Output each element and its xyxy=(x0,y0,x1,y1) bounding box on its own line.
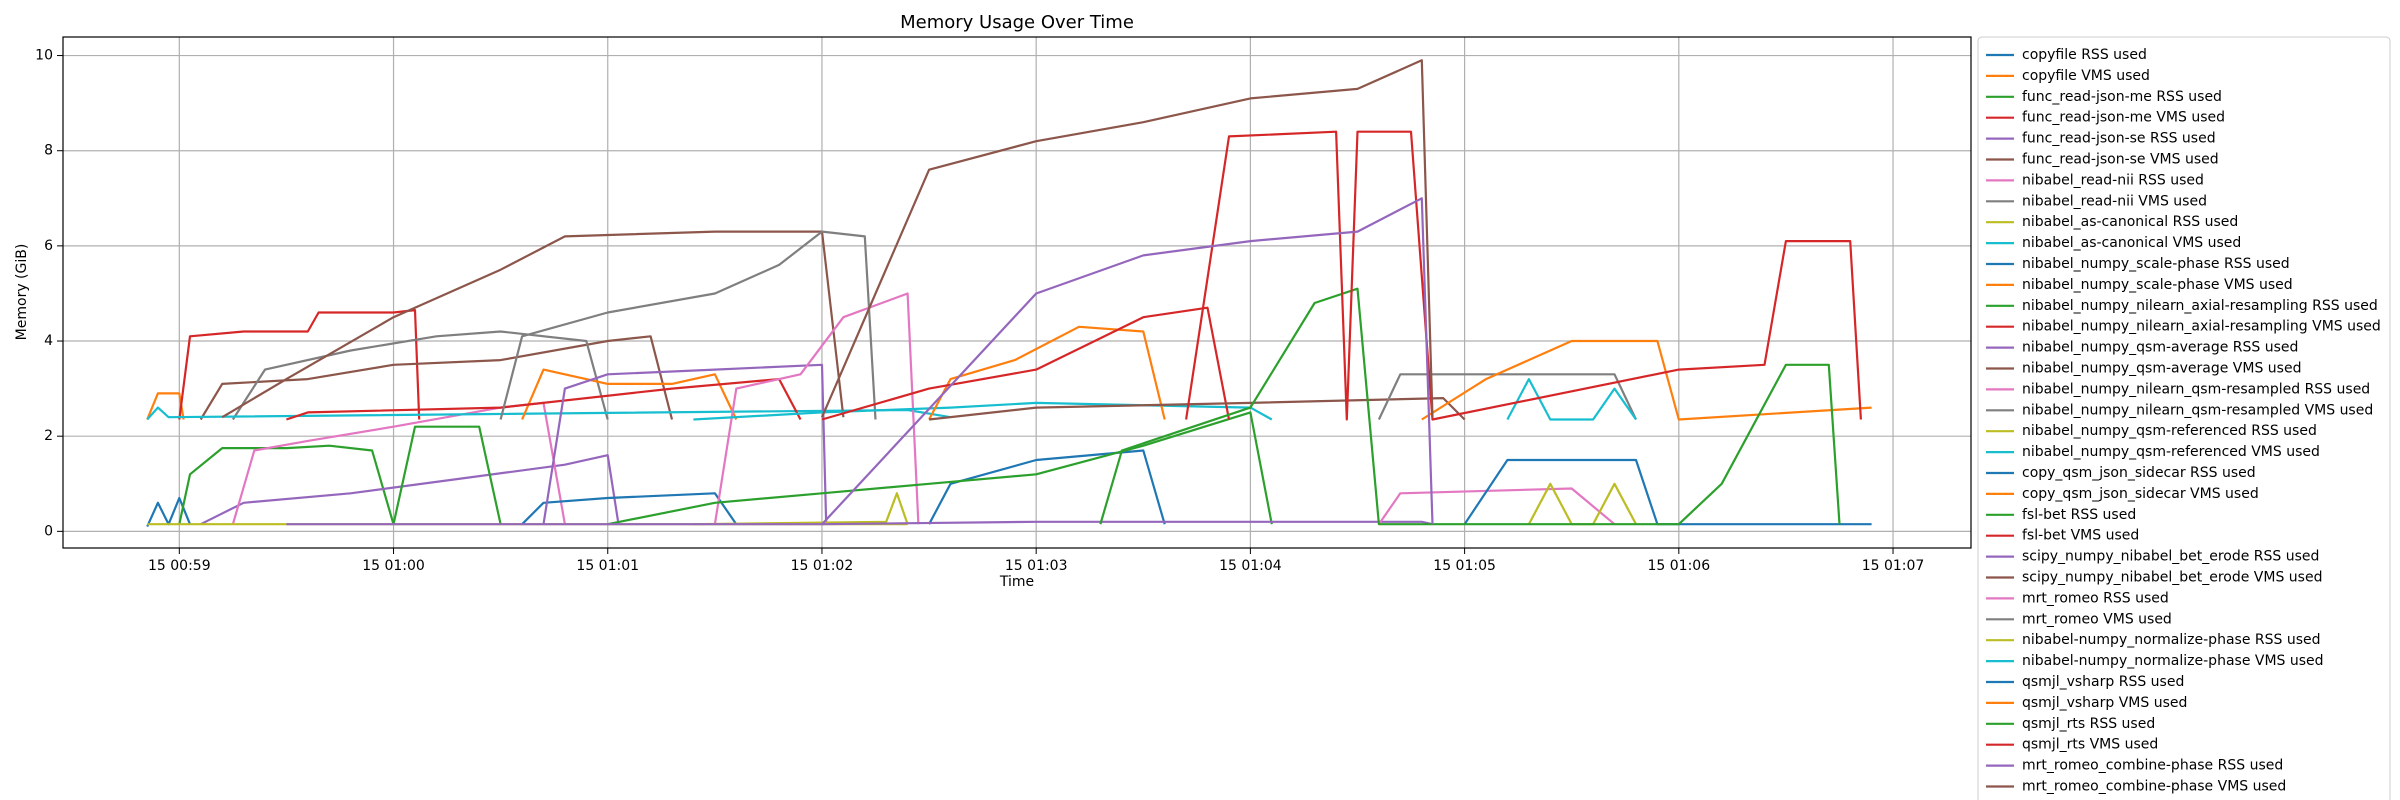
legend-label: func_read-json-se VMS used xyxy=(2022,152,2219,168)
legend-label: copyfile VMS used xyxy=(2022,68,2150,84)
y-tick-label: 6 xyxy=(44,238,53,254)
series-line xyxy=(693,401,1273,421)
series-line xyxy=(286,520,1433,526)
series-line xyxy=(199,335,674,421)
series-line xyxy=(693,492,909,526)
legend-box xyxy=(1977,36,2391,800)
legend-label: fsl-bet RSS used xyxy=(2022,507,2136,523)
x-axis-label: Time xyxy=(999,574,1034,590)
legend-label: nibabel_as-canonical RSS used xyxy=(2022,214,2238,230)
x-tick-label: 15 01:06 xyxy=(1648,558,1711,574)
x-tick-label: 15 01:04 xyxy=(1219,558,1282,574)
series-line xyxy=(1185,130,1862,421)
plot-frame xyxy=(62,36,1972,549)
x-tick-label: 15 00:59 xyxy=(148,558,211,574)
legend-label: nibabel_numpy_nilearn_axial-resampling R… xyxy=(2022,298,2378,314)
legend-label: nibabel_numpy_nilearn_qsm-resampled RSS … xyxy=(2022,381,2370,397)
series-line xyxy=(821,306,1231,421)
series-line xyxy=(521,492,738,525)
series-line xyxy=(146,406,951,421)
series-line xyxy=(821,197,1434,525)
x-tick-label: 15 01:03 xyxy=(1005,558,1068,574)
legend-label: qsmjl_rts VMS used xyxy=(2022,737,2158,753)
legend-label: copyfile RSS used xyxy=(2022,47,2147,63)
legend-label: nibabel_read-nii RSS used xyxy=(2022,172,2204,188)
legend-label: mrt_romeo_combine-phase RSS used xyxy=(2022,758,2283,774)
series-line xyxy=(713,292,920,525)
series-line xyxy=(178,309,421,420)
legend-label: func_read-json-me RSS used xyxy=(2022,89,2222,105)
series-line xyxy=(392,425,502,525)
legend-label: qsmjl_vsharp VMS used xyxy=(2022,695,2187,711)
x-tick-label: 15 01:01 xyxy=(576,558,639,574)
chart-title: Memory Usage Over Time xyxy=(900,12,1134,33)
y-tick-label: 4 xyxy=(44,333,53,349)
series-line xyxy=(221,230,845,419)
series-line xyxy=(1099,287,1841,526)
legend-label: copy_qsm_json_sidecar RSS used xyxy=(2022,465,2256,481)
series-line xyxy=(499,230,877,420)
legend-label: scipy_numpy_nibabel_bet_erode RSS used xyxy=(2022,549,2319,565)
series-line xyxy=(542,363,828,525)
legend-label: func_read-json-me VMS used xyxy=(2022,110,2225,126)
series-line xyxy=(928,449,1166,525)
series-line xyxy=(178,444,395,525)
legend-label: nibabel_read-nii VMS used xyxy=(2022,193,2207,209)
legend-label: nibabel_as-canonical VMS used xyxy=(2022,235,2241,251)
y-tick-label: 0 xyxy=(44,523,53,539)
legend-label: nibabel_numpy_qsm-average VMS used xyxy=(2022,361,2301,377)
y-tick-label: 8 xyxy=(44,143,53,159)
legend-label: nibabel-numpy_normalize-phase VMS used xyxy=(2022,653,2324,669)
series-line xyxy=(1377,373,1637,420)
series-line xyxy=(521,368,738,420)
legend-label: nibabel_numpy_qsm-referenced RSS used xyxy=(2022,423,2317,439)
legend-label: mrt_romeo_combine-phase VMS used xyxy=(2022,779,2286,795)
x-tick-label: 15 01:07 xyxy=(1862,558,1925,574)
legend-label: nibabel_numpy_nilearn_axial-resampling V… xyxy=(2022,319,2381,335)
legend-label: nibabel_numpy_nilearn_qsm-resampled VMS … xyxy=(2022,402,2373,418)
y-axis-label: Memory (GiB) xyxy=(14,244,30,341)
legend-label: nibabel_numpy_qsm-average RSS used xyxy=(2022,340,2298,356)
legend-label: fsl-bet VMS used xyxy=(2022,528,2139,544)
series-line xyxy=(607,411,1273,526)
y-tick-label: 2 xyxy=(44,428,53,444)
x-tick-label: 15 01:02 xyxy=(791,558,854,574)
legend-label: mrt_romeo RSS used xyxy=(2022,590,2169,606)
legend-label: copy_qsm_json_sidecar VMS used xyxy=(2022,486,2259,502)
legend-label: nibabel_numpy_qsm-referenced VMS used xyxy=(2022,444,2320,460)
legend-label: qsmjl_vsharp RSS used xyxy=(2022,674,2184,690)
x-tick-label: 15 01:00 xyxy=(362,558,425,574)
legend-label: nibabel-numpy_normalize-phase RSS used xyxy=(2022,632,2321,648)
legend-label: qsmjl_rts RSS used xyxy=(2022,716,2155,732)
series-line xyxy=(1421,339,1872,421)
legend-label: func_read-json-se RSS used xyxy=(2022,131,2216,147)
series-line xyxy=(928,397,1466,421)
y-tick-label: 10 xyxy=(35,48,53,64)
series-line xyxy=(231,330,609,421)
legend-label: scipy_numpy_nibabel_bet_erode VMS used xyxy=(2022,570,2322,586)
legend-label: nibabel_numpy_scale-phase VMS used xyxy=(2022,277,2293,293)
series-line xyxy=(1506,378,1637,421)
series-line xyxy=(820,59,1434,418)
series-line xyxy=(286,378,802,421)
legend-label: nibabel_numpy_scale-phase RSS used xyxy=(2022,256,2290,272)
series-line xyxy=(1463,458,1872,526)
series-line xyxy=(200,454,620,526)
legend-label: mrt_romeo VMS used xyxy=(2022,611,2172,627)
x-tick-label: 15 01:05 xyxy=(1433,558,1496,574)
